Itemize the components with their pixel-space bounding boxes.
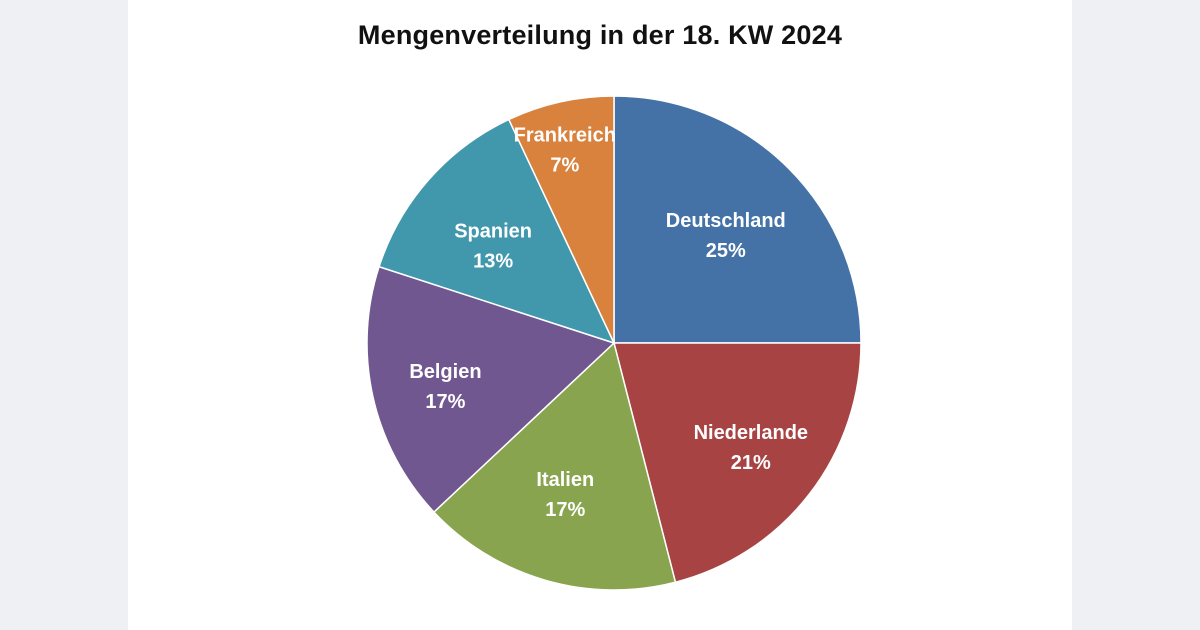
pie-slice-spanien bbox=[378, 118, 616, 345]
pie-slice-frankreich bbox=[507, 95, 615, 344]
pie-slice-niederlande bbox=[613, 342, 862, 584]
slice-value-niederlande: 21% bbox=[731, 452, 771, 474]
slice-label-belgien: Belgien bbox=[409, 361, 481, 383]
pie-slice-italien bbox=[432, 341, 677, 591]
pie-slice-belgien bbox=[366, 265, 616, 514]
slice-value-deutschland: 25% bbox=[706, 240, 746, 262]
slice-value-frankreich: 7% bbox=[550, 154, 579, 176]
slice-value-spanien: 13% bbox=[473, 251, 513, 273]
slice-label-spanien: Spanien bbox=[454, 221, 532, 243]
slice-label-deutschland: Deutschland bbox=[666, 210, 786, 232]
slice-label-niederlande: Niederlande bbox=[694, 422, 808, 444]
pie-labels: Deutschland 25% Niederlande 21% Italien 17% Be… bbox=[409, 124, 808, 521]
slice-label-frankreich: Frankreich bbox=[514, 124, 616, 146]
slice-label-italien: Italien bbox=[536, 469, 594, 491]
slice-value-italien: 17% bbox=[545, 499, 585, 521]
slice-value-belgien: 17% bbox=[425, 391, 465, 413]
chart-title: Mengenverteilung in der 18. KW 2024 bbox=[357, 20, 843, 50]
pie-slices bbox=[366, 95, 862, 591]
pie-slice-deutschland bbox=[613, 95, 862, 344]
